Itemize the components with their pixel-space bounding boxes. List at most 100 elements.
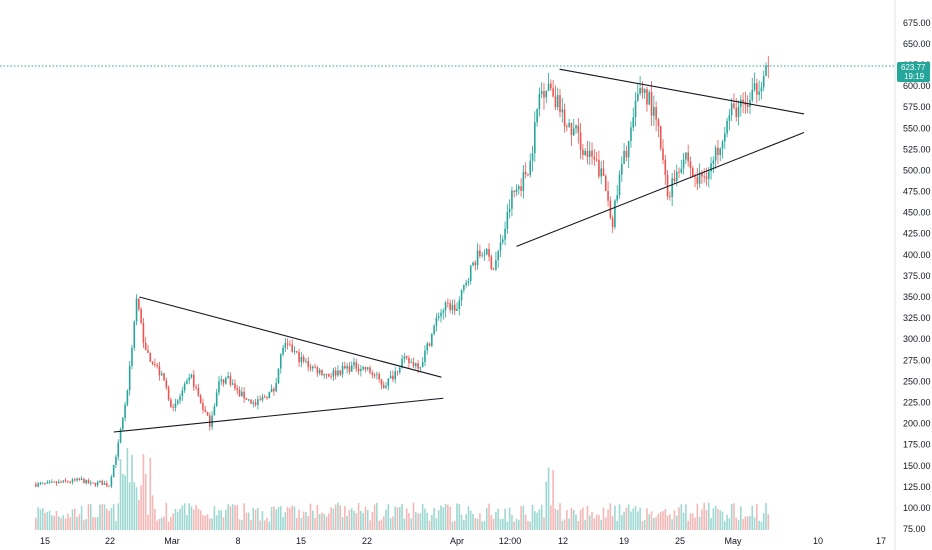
candle-body xyxy=(758,91,760,95)
volume-bar xyxy=(172,513,174,530)
candle-body xyxy=(57,481,60,484)
y-tick-label: 425.00 xyxy=(903,229,931,239)
volume-bar xyxy=(273,506,275,530)
volume-bar xyxy=(154,508,156,530)
volume-bar xyxy=(67,513,69,530)
candle-body xyxy=(719,148,722,155)
candle-body xyxy=(625,151,628,158)
y-tick-label: 600.00 xyxy=(903,81,931,91)
y-tick-label: 225.00 xyxy=(903,397,931,407)
volume-bar xyxy=(689,513,692,530)
candle-body xyxy=(339,370,342,375)
trendline-3[interactable] xyxy=(559,68,805,115)
candle-body xyxy=(760,87,763,92)
candle-body xyxy=(174,403,177,408)
candle-body xyxy=(444,302,447,311)
candle-body xyxy=(662,148,664,160)
candle-body xyxy=(211,415,213,427)
candle-body xyxy=(158,366,161,376)
volume-bar xyxy=(724,521,726,530)
volume-bar xyxy=(69,517,71,530)
volume-bar xyxy=(760,521,763,530)
volume-bar xyxy=(357,502,360,530)
volume-bar xyxy=(536,512,538,530)
candle-body xyxy=(348,366,351,372)
volume-bar xyxy=(538,509,541,530)
volume-bar xyxy=(463,520,465,530)
time-axis[interactable]: 15 22 Mar 8 15 22 Apr 12:00 12 19 25 May 10 17 xyxy=(40,536,886,546)
candle-body xyxy=(305,360,307,362)
candle-body xyxy=(204,409,207,412)
volume-bar xyxy=(83,520,85,530)
volume-bar xyxy=(653,518,655,530)
volume-bar xyxy=(467,506,470,530)
volume-bar xyxy=(350,508,353,530)
candle-body xyxy=(767,65,770,67)
candle-body xyxy=(646,89,648,105)
last-price-tag: 623.77 19:19 xyxy=(897,62,930,83)
volume-bar xyxy=(534,511,536,530)
trendline-1[interactable] xyxy=(139,296,442,378)
candle-body xyxy=(637,93,639,101)
volume-bar xyxy=(721,511,724,530)
volume-bar xyxy=(259,520,261,530)
volume-bar xyxy=(527,521,529,530)
volume-bar xyxy=(51,515,53,530)
candle-body xyxy=(426,343,429,351)
candle-body xyxy=(513,190,516,192)
candle-body xyxy=(179,396,181,401)
volume-bar xyxy=(744,516,747,530)
volume-bar xyxy=(115,521,117,530)
trendlines[interactable] xyxy=(113,68,805,433)
candle-body xyxy=(236,388,239,391)
volume-bar xyxy=(231,504,234,530)
volume-bar xyxy=(460,514,463,530)
volume-bar xyxy=(609,503,612,530)
volume-bar xyxy=(522,505,525,530)
volume-bar xyxy=(648,514,651,530)
volume-bar xyxy=(241,520,243,530)
volume-bar xyxy=(236,505,239,530)
y-tick-label: 75.00 xyxy=(903,524,926,534)
candle-body xyxy=(550,83,552,89)
volume-bar xyxy=(705,510,708,530)
volume-bar xyxy=(639,507,641,530)
volume-bar xyxy=(630,511,632,530)
candle-body xyxy=(415,363,417,367)
candle-body xyxy=(515,189,518,192)
x-tick-label: 10 xyxy=(813,536,823,546)
volume-bar xyxy=(302,511,305,530)
candle-body xyxy=(222,379,225,384)
candle-body xyxy=(328,374,330,377)
candle-body xyxy=(332,370,335,377)
volume-bar xyxy=(330,507,332,530)
candle-body xyxy=(655,107,657,120)
volume-bar xyxy=(634,506,637,530)
candle-body xyxy=(202,402,204,410)
volume-bar xyxy=(570,507,573,530)
volume-bar xyxy=(428,520,431,530)
candle-body xyxy=(378,374,380,380)
candle-body xyxy=(35,484,37,487)
volume-bar xyxy=(728,518,731,530)
candle-body xyxy=(705,176,708,179)
candle-body xyxy=(62,480,65,483)
volume-bar xyxy=(554,508,557,530)
volume-bar xyxy=(637,511,639,530)
candle-body xyxy=(522,171,525,191)
candle-body xyxy=(220,379,223,382)
volume-bar xyxy=(698,516,701,530)
volume-bar xyxy=(737,519,740,530)
candle-body xyxy=(350,365,353,372)
volume-bar xyxy=(733,503,735,530)
volume-bar xyxy=(604,517,607,530)
candle-body xyxy=(504,228,506,240)
volume-bar xyxy=(472,513,474,530)
trendline-2[interactable] xyxy=(113,397,444,433)
volume-bar xyxy=(318,514,321,530)
candle-body xyxy=(682,159,685,169)
x-tick-label: 12 xyxy=(558,536,568,546)
trendline-4[interactable] xyxy=(516,131,805,247)
candle-body xyxy=(712,160,715,164)
